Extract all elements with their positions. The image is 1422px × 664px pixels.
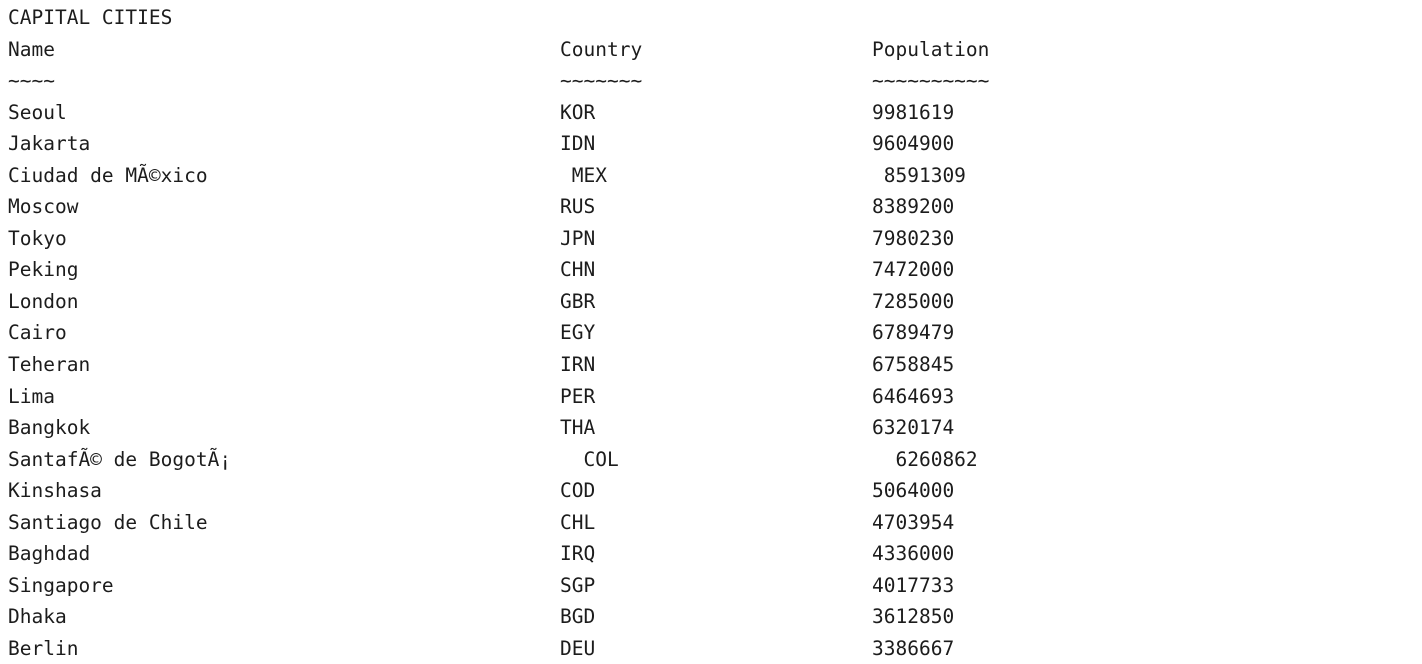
population-value: 6320174	[872, 416, 955, 440]
city-name: Baghdad	[8, 542, 91, 566]
city-row: Ciudad de MÃ©xico MEX 8591309	[8, 160, 1422, 192]
population-value: 7285000	[872, 289, 955, 313]
population-value: 6260862	[872, 447, 978, 471]
city-row: SantafÃ© de BogotÃ¡ COL 6260862	[8, 444, 1422, 476]
underline-country: ~~~~~~~	[560, 69, 643, 93]
underline-row: ~~~~ ~~~~~~~ ~~~~~~~~~~	[8, 65, 1422, 97]
country-code: PER	[560, 384, 596, 408]
city-name: London	[8, 289, 79, 313]
country-code: GBR	[560, 289, 596, 313]
country-code: JPN	[560, 226, 596, 250]
city-name: Teheran	[8, 353, 91, 377]
population-value: 3386667	[872, 636, 955, 660]
country-code: CHL	[560, 510, 596, 534]
country-code: SGP	[560, 573, 596, 597]
city-row: Dhaka BGD 3612850	[8, 601, 1422, 633]
city-row: Santiago de Chile CHL 4703954	[8, 507, 1422, 539]
population-value: 9604900	[872, 132, 955, 156]
population-value: 6464693	[872, 384, 955, 408]
underline-name: ~~~~	[8, 69, 55, 93]
country-code: RUS	[560, 195, 596, 219]
city-rows: Seoul KOR 9981619 Jakarta IDN 9604900 Ciudad d…	[8, 97, 1422, 664]
country-code: COD	[560, 479, 596, 503]
header-population: Population	[872, 37, 990, 61]
city-name: Bangkok	[8, 416, 91, 440]
city-row: Bangkok THA 6320174	[8, 412, 1422, 444]
city-row: London GBR 7285000	[8, 286, 1422, 318]
population-value: 7980230	[872, 226, 955, 250]
population-value: 7472000	[872, 258, 955, 282]
city-name: SantafÃ© de BogotÃ¡	[8, 447, 232, 471]
city-name: Ciudad de MÃ©xico	[8, 163, 208, 187]
population-value: 4017733	[872, 573, 955, 597]
city-name: Santiago de Chile	[8, 510, 208, 534]
header-name: Name	[8, 37, 55, 61]
city-row: Baghdad IRQ 4336000	[8, 538, 1422, 570]
population-value: 3612850	[872, 605, 955, 629]
header-country: Country	[560, 37, 643, 61]
header-row: Name Country Population	[8, 34, 1422, 66]
city-row: Teheran IRN 6758845	[8, 349, 1422, 381]
population-value: 5064000	[872, 479, 955, 503]
city-name: Cairo	[8, 321, 67, 345]
city-row: Jakarta IDN 9604900	[8, 128, 1422, 160]
city-name: Seoul	[8, 100, 67, 124]
city-name: Moscow	[8, 195, 79, 219]
city-row: Cairo EGY 6789479	[8, 317, 1422, 349]
console-title: CAPITAL CITIES	[8, 6, 173, 29]
population-value: 6789479	[872, 321, 955, 345]
city-row: Berlin DEU 3386667	[8, 633, 1422, 664]
city-row: Singapore SGP 4017733	[8, 570, 1422, 602]
population-value: 4336000	[872, 542, 955, 566]
underline-population: ~~~~~~~~~~	[872, 69, 990, 93]
population-value: 9981619	[872, 100, 955, 124]
console-output: CAPITAL CITIES Name Country Population ~…	[8, 2, 1422, 660]
country-code: IRN	[560, 353, 596, 377]
country-code: EGY	[560, 321, 596, 345]
country-code: MEX	[560, 163, 607, 187]
city-name: Kinshasa	[8, 479, 102, 503]
country-code: KOR	[560, 100, 596, 124]
city-row: Moscow RUS 8389200	[8, 191, 1422, 223]
city-row: Seoul KOR 9981619	[8, 97, 1422, 129]
city-name: Singapore	[8, 573, 114, 597]
country-code: DEU	[560, 636, 596, 660]
country-code: IDN	[560, 132, 596, 156]
country-code: CHN	[560, 258, 596, 282]
country-code: COL	[560, 447, 619, 471]
city-name: Dhaka	[8, 605, 67, 629]
population-value: 8591309	[872, 163, 966, 187]
city-name: Lima	[8, 384, 55, 408]
city-row: Lima PER 6464693	[8, 381, 1422, 413]
city-name: Tokyo	[8, 226, 67, 250]
population-value: 6758845	[872, 353, 955, 377]
city-name: Jakarta	[8, 132, 91, 156]
country-code: BGD	[560, 605, 596, 629]
city-row: Peking CHN 7472000	[8, 254, 1422, 286]
country-code: THA	[560, 416, 596, 440]
city-row: Kinshasa COD 5064000	[8, 475, 1422, 507]
city-name: Peking	[8, 258, 79, 282]
population-value: 4703954	[872, 510, 955, 534]
population-value: 8389200	[872, 195, 955, 219]
console-title-line: CAPITAL CITIES	[8, 2, 1422, 34]
country-code: IRQ	[560, 542, 596, 566]
city-name: Berlin	[8, 636, 79, 660]
city-row: Tokyo JPN 7980230	[8, 223, 1422, 255]
